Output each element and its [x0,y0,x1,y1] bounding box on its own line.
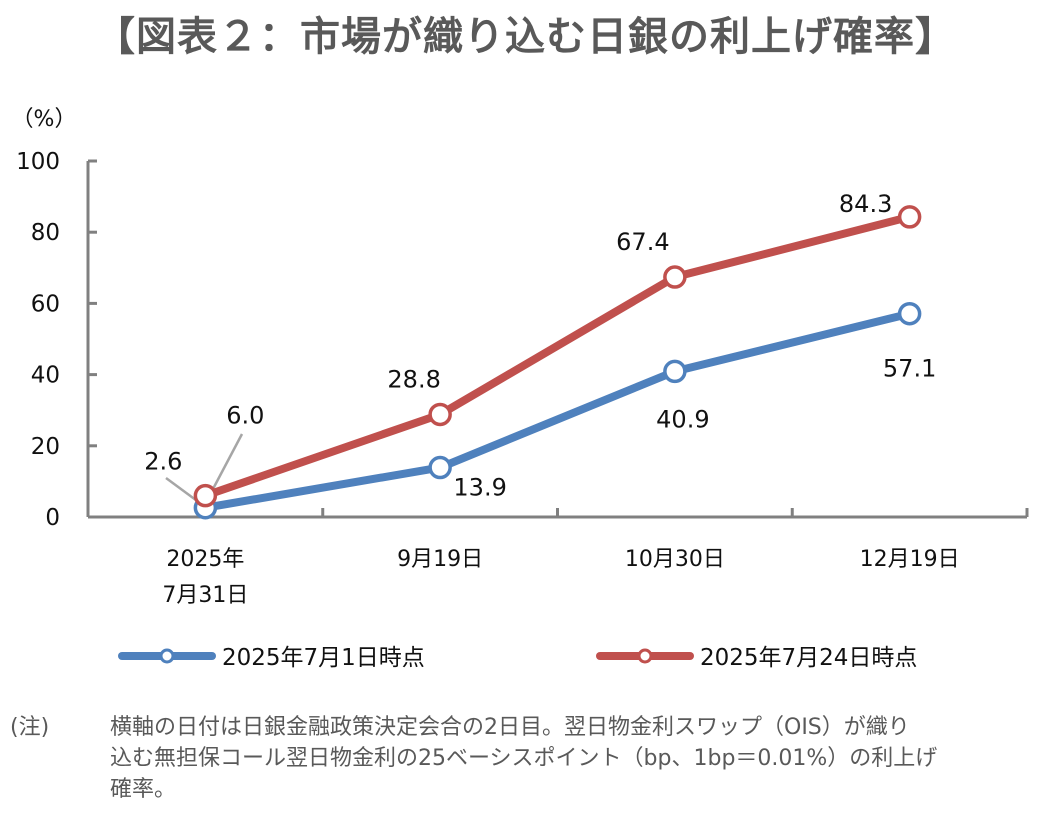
data-point-marker [897,301,922,326]
data-point-marker [193,483,218,508]
data-label: 13.9 [453,474,506,502]
y-tick-label: 20 [31,434,60,460]
legend-label: 2025年7月1日時点 [222,645,425,671]
x-tick-label: 12月19日 [860,547,960,572]
note-line: 横軸の日付は日銀金融政策決定会合の2日目。翌日物金利スワップ（OIS）が織り [110,715,910,740]
x-tick-label: 2025年 [166,547,244,572]
y-tick-label: 60 [31,291,60,317]
y-tick-label: 0 [45,505,60,531]
series-line [204,309,911,512]
legend-marker [159,648,175,664]
data-point-marker [663,359,687,384]
y-axis-unit-label: （%） [12,107,77,132]
data-label: 84.3 [839,190,892,218]
note-text: 横軸の日付は日銀金融政策決定会合の2日目。翌日物金利スワップ（OIS）が織り 込… [110,712,1040,805]
data-label: 2.6 [144,448,182,476]
data-point-marker [428,455,452,480]
note-line: 込む無担保コール翌日物金利の25ベーシスポイント（bp、1bp＝0.01%）の利… [110,746,938,771]
note-label: (注) [10,715,50,740]
legend-label: 2025年7月24日時点 [700,645,917,671]
data-label: 40.9 [656,405,709,433]
line-chart: （%） 0 20 40 60 80 100 2025年 7月31日 9月19日 10月30日 12月1… [12,107,1029,671]
data-label: 67.4 [616,228,669,256]
y-tick-label: 100 [16,149,60,175]
data-label: 28.8 [387,365,440,393]
chart-title: 【図表２：市場が織り込む日銀の利上げ確率】 [95,14,956,60]
x-tick-label: 10月30日 [625,547,725,572]
legend-marker [637,648,653,664]
note-line: 確率。 [110,777,177,802]
y-tick-label: 40 [31,363,60,389]
x-tick-label: 9月19日 [397,547,483,572]
x-tick-label: 7月31日 [162,583,248,608]
data-point-marker [663,265,687,289]
series-line [204,213,911,500]
data-label: 57.1 [883,355,936,383]
y-tick-label: 80 [31,220,60,246]
data-point-marker [897,205,922,229]
data-point-marker [428,402,452,427]
data-label: 6.0 [226,402,264,430]
